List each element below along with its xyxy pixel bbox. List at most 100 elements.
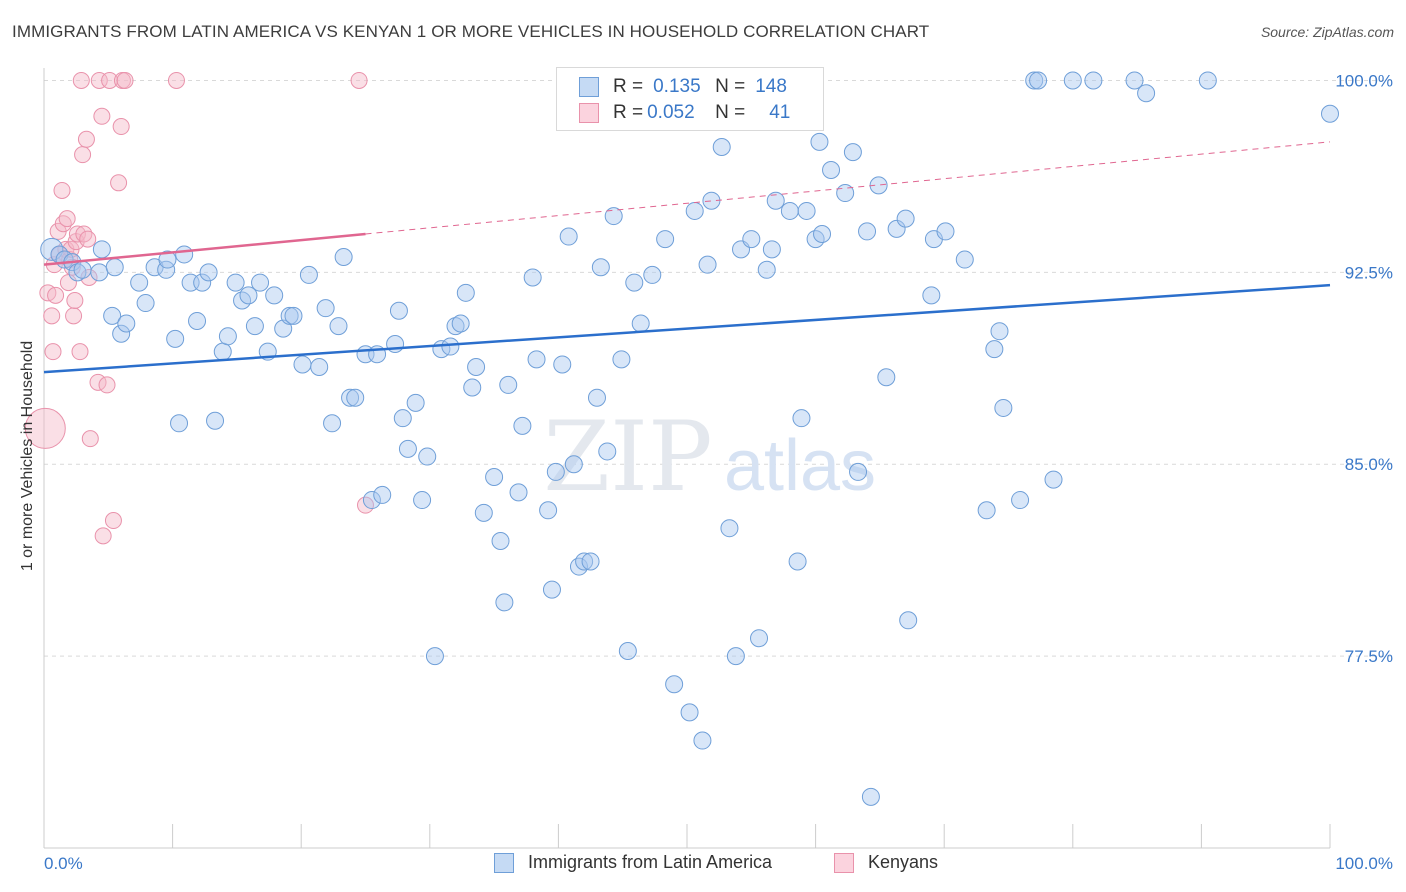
latin-america-point <box>553 355 572 374</box>
latin-america-point <box>68 263 87 282</box>
latin-america-point <box>598 442 617 461</box>
latin-america-point <box>612 350 631 369</box>
y-tick-label: 85.0% <box>1345 455 1393 474</box>
y-tick-label: 92.5% <box>1345 263 1393 282</box>
latin-america-point <box>293 355 312 374</box>
latin-america-point <box>456 283 475 302</box>
kenyans-point <box>90 71 108 89</box>
latin-america-point <box>73 260 92 279</box>
latin-america-point <box>656 230 675 249</box>
latin-america-point <box>766 191 785 210</box>
kenyans-point <box>81 430 99 448</box>
axes <box>43 68 1331 849</box>
legend-item-kenyans: Kenyans <box>834 852 938 873</box>
latin-america-point <box>564 455 583 474</box>
latin-america-point <box>780 201 799 220</box>
latin-america-point <box>977 501 996 520</box>
latin-america-point <box>698 255 717 274</box>
latin-america-point <box>406 393 425 412</box>
latin-america-point <box>750 629 769 648</box>
latin-america-point <box>1063 71 1082 90</box>
latin-america-point <box>822 161 841 180</box>
trend-lines <box>43 141 1331 374</box>
latin-america-point <box>373 485 392 504</box>
latin-america-point <box>299 265 318 284</box>
latin-america-point <box>693 731 712 750</box>
legend-item-latin-america: Immigrants from Latin America <box>494 852 772 873</box>
latin-america-points <box>40 71 1339 806</box>
legend-r-label: R = <box>613 102 644 123</box>
latin-america-point <box>1198 71 1217 90</box>
latin-america-point <box>485 468 504 487</box>
kenyans-point <box>44 343 62 361</box>
latin-america-point <box>1011 491 1030 510</box>
latin-america-point <box>362 491 381 510</box>
latin-america-point <box>251 273 270 292</box>
latin-america-point <box>323 414 342 433</box>
latin-america-point <box>398 439 417 458</box>
latin-america-point <box>569 557 588 576</box>
latin-america-point <box>625 273 644 292</box>
latin-america-point <box>103 306 122 325</box>
latin-america-point <box>810 132 829 151</box>
latin-america-point <box>175 245 194 264</box>
kenyans-point <box>79 230 97 248</box>
kenyans-trend-line <box>43 232 366 266</box>
latin-america-point <box>542 580 561 599</box>
latin-america-point <box>680 703 699 722</box>
source-credit: Source: ZipAtlas.com <box>1260 24 1394 40</box>
kenyans-point <box>110 174 128 192</box>
latin-america-point <box>441 337 460 356</box>
kenyans-point <box>66 291 84 309</box>
chart-title: IMMIGRANTS FROM LATIN AMERICA VS KENYAN … <box>12 22 930 41</box>
latin-america-point <box>90 263 109 282</box>
kenyans-point <box>94 527 112 545</box>
latin-america-point <box>451 314 470 333</box>
latin-america-point <box>1044 470 1063 489</box>
latin-america-point <box>467 358 486 377</box>
tick-labels: 77.5% 85.0% 92.5% 100.0% 0.0% 100.0% <box>44 71 1393 873</box>
latin-america-point <box>218 327 237 346</box>
latin-america-point <box>310 358 329 377</box>
latin-america-point <box>112 324 131 343</box>
latin-america-point <box>425 647 444 666</box>
kenyans-point <box>47 286 65 304</box>
kenyans-trend-extension <box>365 141 1331 235</box>
latin-america-point <box>117 314 136 333</box>
latin-america-point <box>887 219 906 238</box>
kenyans-point <box>112 118 130 136</box>
latin-america-point <box>575 552 594 571</box>
latin-america-point <box>509 483 528 502</box>
x-tick-label: 100.0% <box>1335 854 1393 873</box>
latin-america-point <box>499 375 518 394</box>
y-tick-label: 100.0% <box>1335 71 1393 90</box>
latin-america-point <box>720 519 739 538</box>
legend-label: Kenyans <box>868 852 939 872</box>
latin-america-point <box>239 286 258 305</box>
latin-america-point <box>877 368 896 387</box>
gridlines <box>44 79 1394 657</box>
legend-swatch-blue <box>579 77 599 97</box>
latin-america-point <box>105 258 124 277</box>
latin-america-point <box>539 501 558 520</box>
kenyans-point <box>116 71 134 89</box>
latin-america-point <box>792 409 811 428</box>
latin-america-point <box>245 317 264 336</box>
latin-america-point <box>226 273 245 292</box>
kenyans-point <box>98 376 116 394</box>
latin-america-point <box>899 611 918 630</box>
legend-label: Immigrants from Latin America <box>528 852 773 872</box>
kenyans-point <box>71 343 89 361</box>
latin-america-point <box>527 350 546 369</box>
latin-america-point <box>474 503 493 522</box>
kenyans-point <box>53 181 71 199</box>
legend-r-value: 0.135 <box>653 76 701 97</box>
latin-america-point <box>1029 71 1048 90</box>
latin-america-point <box>523 268 542 287</box>
latin-america-point <box>188 311 207 330</box>
latin-america-point <box>513 416 532 435</box>
kenyans-point <box>72 71 90 89</box>
latin-america-point <box>136 294 155 313</box>
kenyans-point <box>104 512 122 530</box>
latin-america-point <box>446 317 465 336</box>
